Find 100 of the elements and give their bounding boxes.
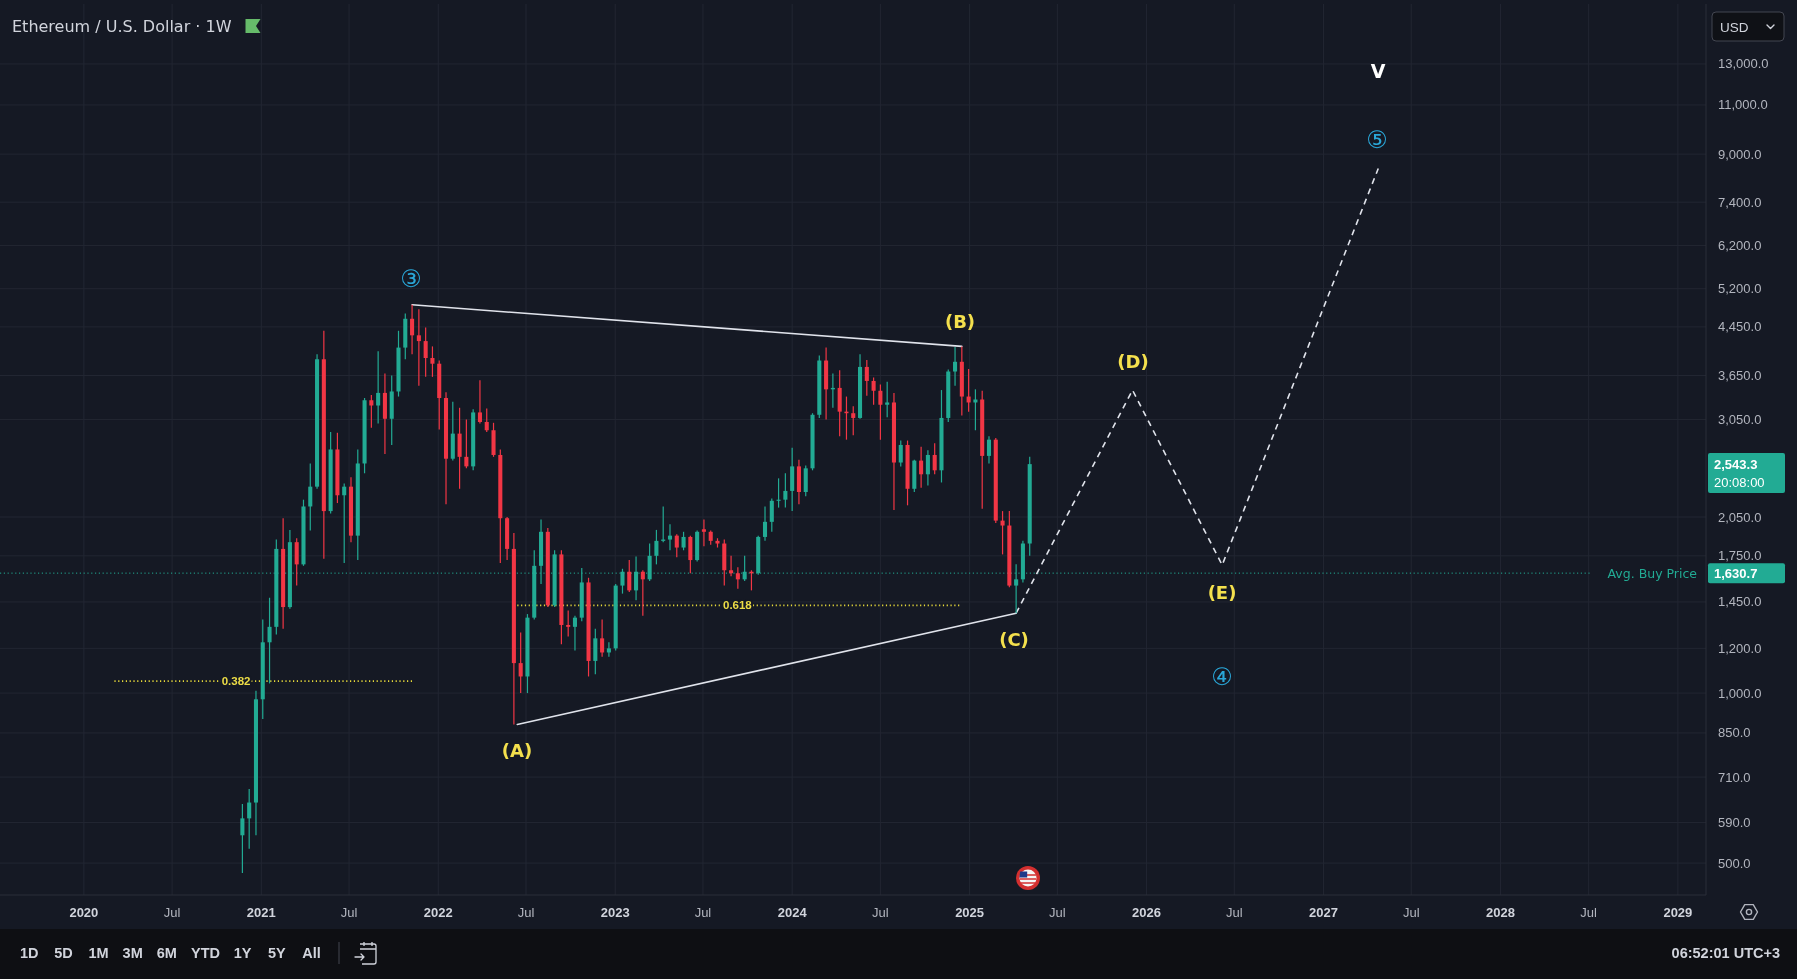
y-tick-label: 710.0 <box>1718 769 1751 785</box>
candlestick <box>681 531 686 551</box>
candlestick <box>885 381 890 418</box>
x-tick-label: Jul <box>1225 904 1243 920</box>
text: 20:08:00 <box>1714 474 1765 490</box>
candlestick <box>986 435 992 465</box>
candlestick <box>464 418 469 469</box>
candlestick <box>688 535 693 574</box>
annotation: ④ <box>1211 663 1233 691</box>
y-tick-label: 2,050.0 <box>1718 509 1762 525</box>
annotation: (B) <box>944 310 976 332</box>
text: 1Y <box>233 945 252 961</box>
x-tick-label: 2027 <box>1309 904 1338 920</box>
x-tick-label: 2029 <box>1663 904 1693 920</box>
candlestick <box>430 345 435 378</box>
candlestick <box>267 597 272 685</box>
annotation: ⑤ <box>1366 126 1388 154</box>
x-tick-label: 2024 <box>777 904 808 920</box>
candlestick <box>627 559 632 593</box>
candlestick <box>247 788 252 850</box>
y-tick-label: 1,000.0 <box>1718 685 1762 701</box>
y-tick-label: 6,200.0 <box>1718 238 1762 254</box>
text: 1D <box>20 945 39 961</box>
x-tick-label: Jul <box>694 904 712 920</box>
x-tick-label: 2020 <box>69 904 99 920</box>
annotation: (D) <box>1117 350 1149 372</box>
annotation: ③ <box>400 265 422 293</box>
x-tick-label: Jul <box>517 904 535 920</box>
y-tick-label: 3,650.0 <box>1718 368 1762 384</box>
annotation: 0.618 <box>722 599 753 612</box>
candlestick <box>701 518 706 547</box>
x-tick-label: 2028 <box>1485 904 1515 920</box>
text: All <box>302 945 321 961</box>
y-tick-label: 1,200.0 <box>1718 640 1762 656</box>
annotation: (E) <box>1207 581 1237 603</box>
text: 1M <box>88 945 109 961</box>
candlestick <box>1000 510 1005 556</box>
candlestick <box>457 407 462 490</box>
y-tick-label: 1,450.0 <box>1718 594 1762 610</box>
candlestick <box>572 615 578 652</box>
x-tick-label: Jul <box>340 904 358 920</box>
candlestick <box>919 446 924 489</box>
x-tick-label: Jul <box>872 904 889 920</box>
y-tick-label: 500.0 <box>1718 855 1751 871</box>
y-tick-label: 850.0 <box>1718 725 1751 741</box>
annotation: V <box>1370 60 1386 82</box>
candlestick <box>376 350 381 425</box>
text: 5Y <box>268 945 287 961</box>
y-tick-label: 590.0 <box>1718 814 1751 830</box>
x-tick-label: 2022 <box>423 904 453 920</box>
x-tick-label: Jul <box>1402 904 1420 920</box>
candlestick <box>674 533 679 558</box>
candlestick <box>864 359 869 397</box>
candlestick <box>932 442 937 475</box>
candlestick <box>654 529 659 565</box>
candlestick <box>342 482 347 564</box>
x-tick-label: 2023 <box>600 904 630 920</box>
text: 5D <box>54 945 73 961</box>
ref-line-label: Avg. Buy Price <box>1607 565 1698 581</box>
text: Ethereum / U.S. Dollar · 1W <box>12 16 232 36</box>
y-tick-label: 3,050.0 <box>1718 412 1762 428</box>
candlestick <box>410 304 415 355</box>
candlestick <box>240 803 245 874</box>
y-tick-label: 1,750.0 <box>1718 548 1762 564</box>
annotation: 0.382 <box>221 675 251 688</box>
candlestick <box>667 523 673 551</box>
x-tick-label: 2021 <box>246 904 276 920</box>
text: 06:52:01 UTC+3 <box>1671 945 1780 961</box>
y-tick-label: 5,200.0 <box>1718 281 1762 297</box>
text: YTD <box>191 945 220 961</box>
annotation: (C) <box>999 628 1029 650</box>
candlestick <box>593 628 598 675</box>
x-tick-label: 2025 <box>955 904 985 920</box>
candlestick <box>735 566 740 590</box>
candlestick <box>878 383 883 441</box>
annotation: (A) <box>501 739 533 761</box>
candlestick <box>973 388 978 431</box>
candlestick <box>423 326 428 378</box>
text: USD <box>1720 19 1749 35</box>
candlestick <box>484 407 489 433</box>
candlestick <box>729 555 734 577</box>
candlestick <box>953 346 958 387</box>
text: 1,630.7 <box>1714 565 1758 581</box>
text: 2,543.3 <box>1714 456 1758 472</box>
candlestick <box>294 537 299 587</box>
y-tick-label: 13,000.0 <box>1718 56 1769 72</box>
y-tick-label: 9,000.0 <box>1718 146 1762 162</box>
candlestick <box>416 308 421 387</box>
y-tick-label: 4,450.0 <box>1718 319 1762 335</box>
y-tick-label: 11,000.0 <box>1718 97 1768 113</box>
candlestick <box>308 462 313 532</box>
candlestick <box>762 505 768 542</box>
text: 6M <box>156 945 177 961</box>
x-tick-label: Jul <box>1049 904 1066 920</box>
candlestick <box>606 641 611 658</box>
x-tick-label: Jul <box>163 904 181 920</box>
x-tick-label: Jul <box>1580 904 1598 920</box>
x-tick-label: 2026 <box>1132 904 1162 920</box>
candlestick <box>837 369 842 437</box>
candlestick <box>871 376 876 406</box>
